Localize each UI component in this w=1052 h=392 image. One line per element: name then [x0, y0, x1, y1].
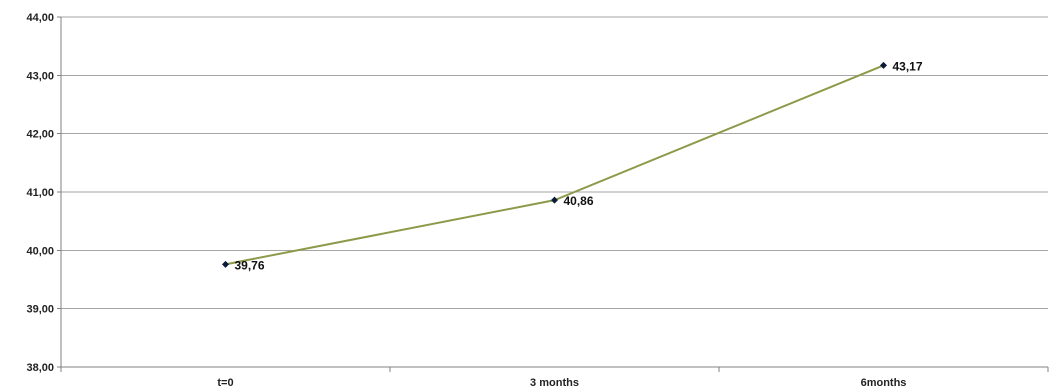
y-tick-label: 40,00: [26, 245, 54, 257]
axes: [57, 16, 1049, 372]
y-tick-label: 44,00: [26, 12, 54, 24]
y-tick-label: 43,00: [26, 70, 54, 82]
data-label: 40,86: [564, 194, 594, 208]
y-tick-label: 38,00: [26, 362, 54, 374]
data-point-marker: [551, 196, 558, 204]
data-point-marker: [222, 260, 229, 268]
y-tick-label: 41,00: [26, 187, 54, 199]
y-tick-label: 39,00: [26, 304, 54, 316]
data-label: 39,76: [235, 258, 265, 272]
x-tick-label: 3 months: [530, 377, 579, 389]
gridlines: [61, 16, 1048, 310]
x-axis-tick-labels: t=0 3 months 6months: [217, 377, 906, 389]
series-line: [225, 64, 884, 266]
data-label: 43,17: [893, 59, 923, 73]
series-layer: 39,76 40,86 43,17: [222, 59, 923, 272]
x-tick-label: t=0: [217, 377, 233, 389]
y-tick-label: 42,00: [26, 129, 54, 141]
x-tick-label: 6months: [861, 377, 907, 389]
y-axis-tick-labels: 38,00 39,00 40,00 41,00 42,00 43,00 44,00: [26, 12, 54, 374]
data-point-marker: [880, 61, 887, 69]
